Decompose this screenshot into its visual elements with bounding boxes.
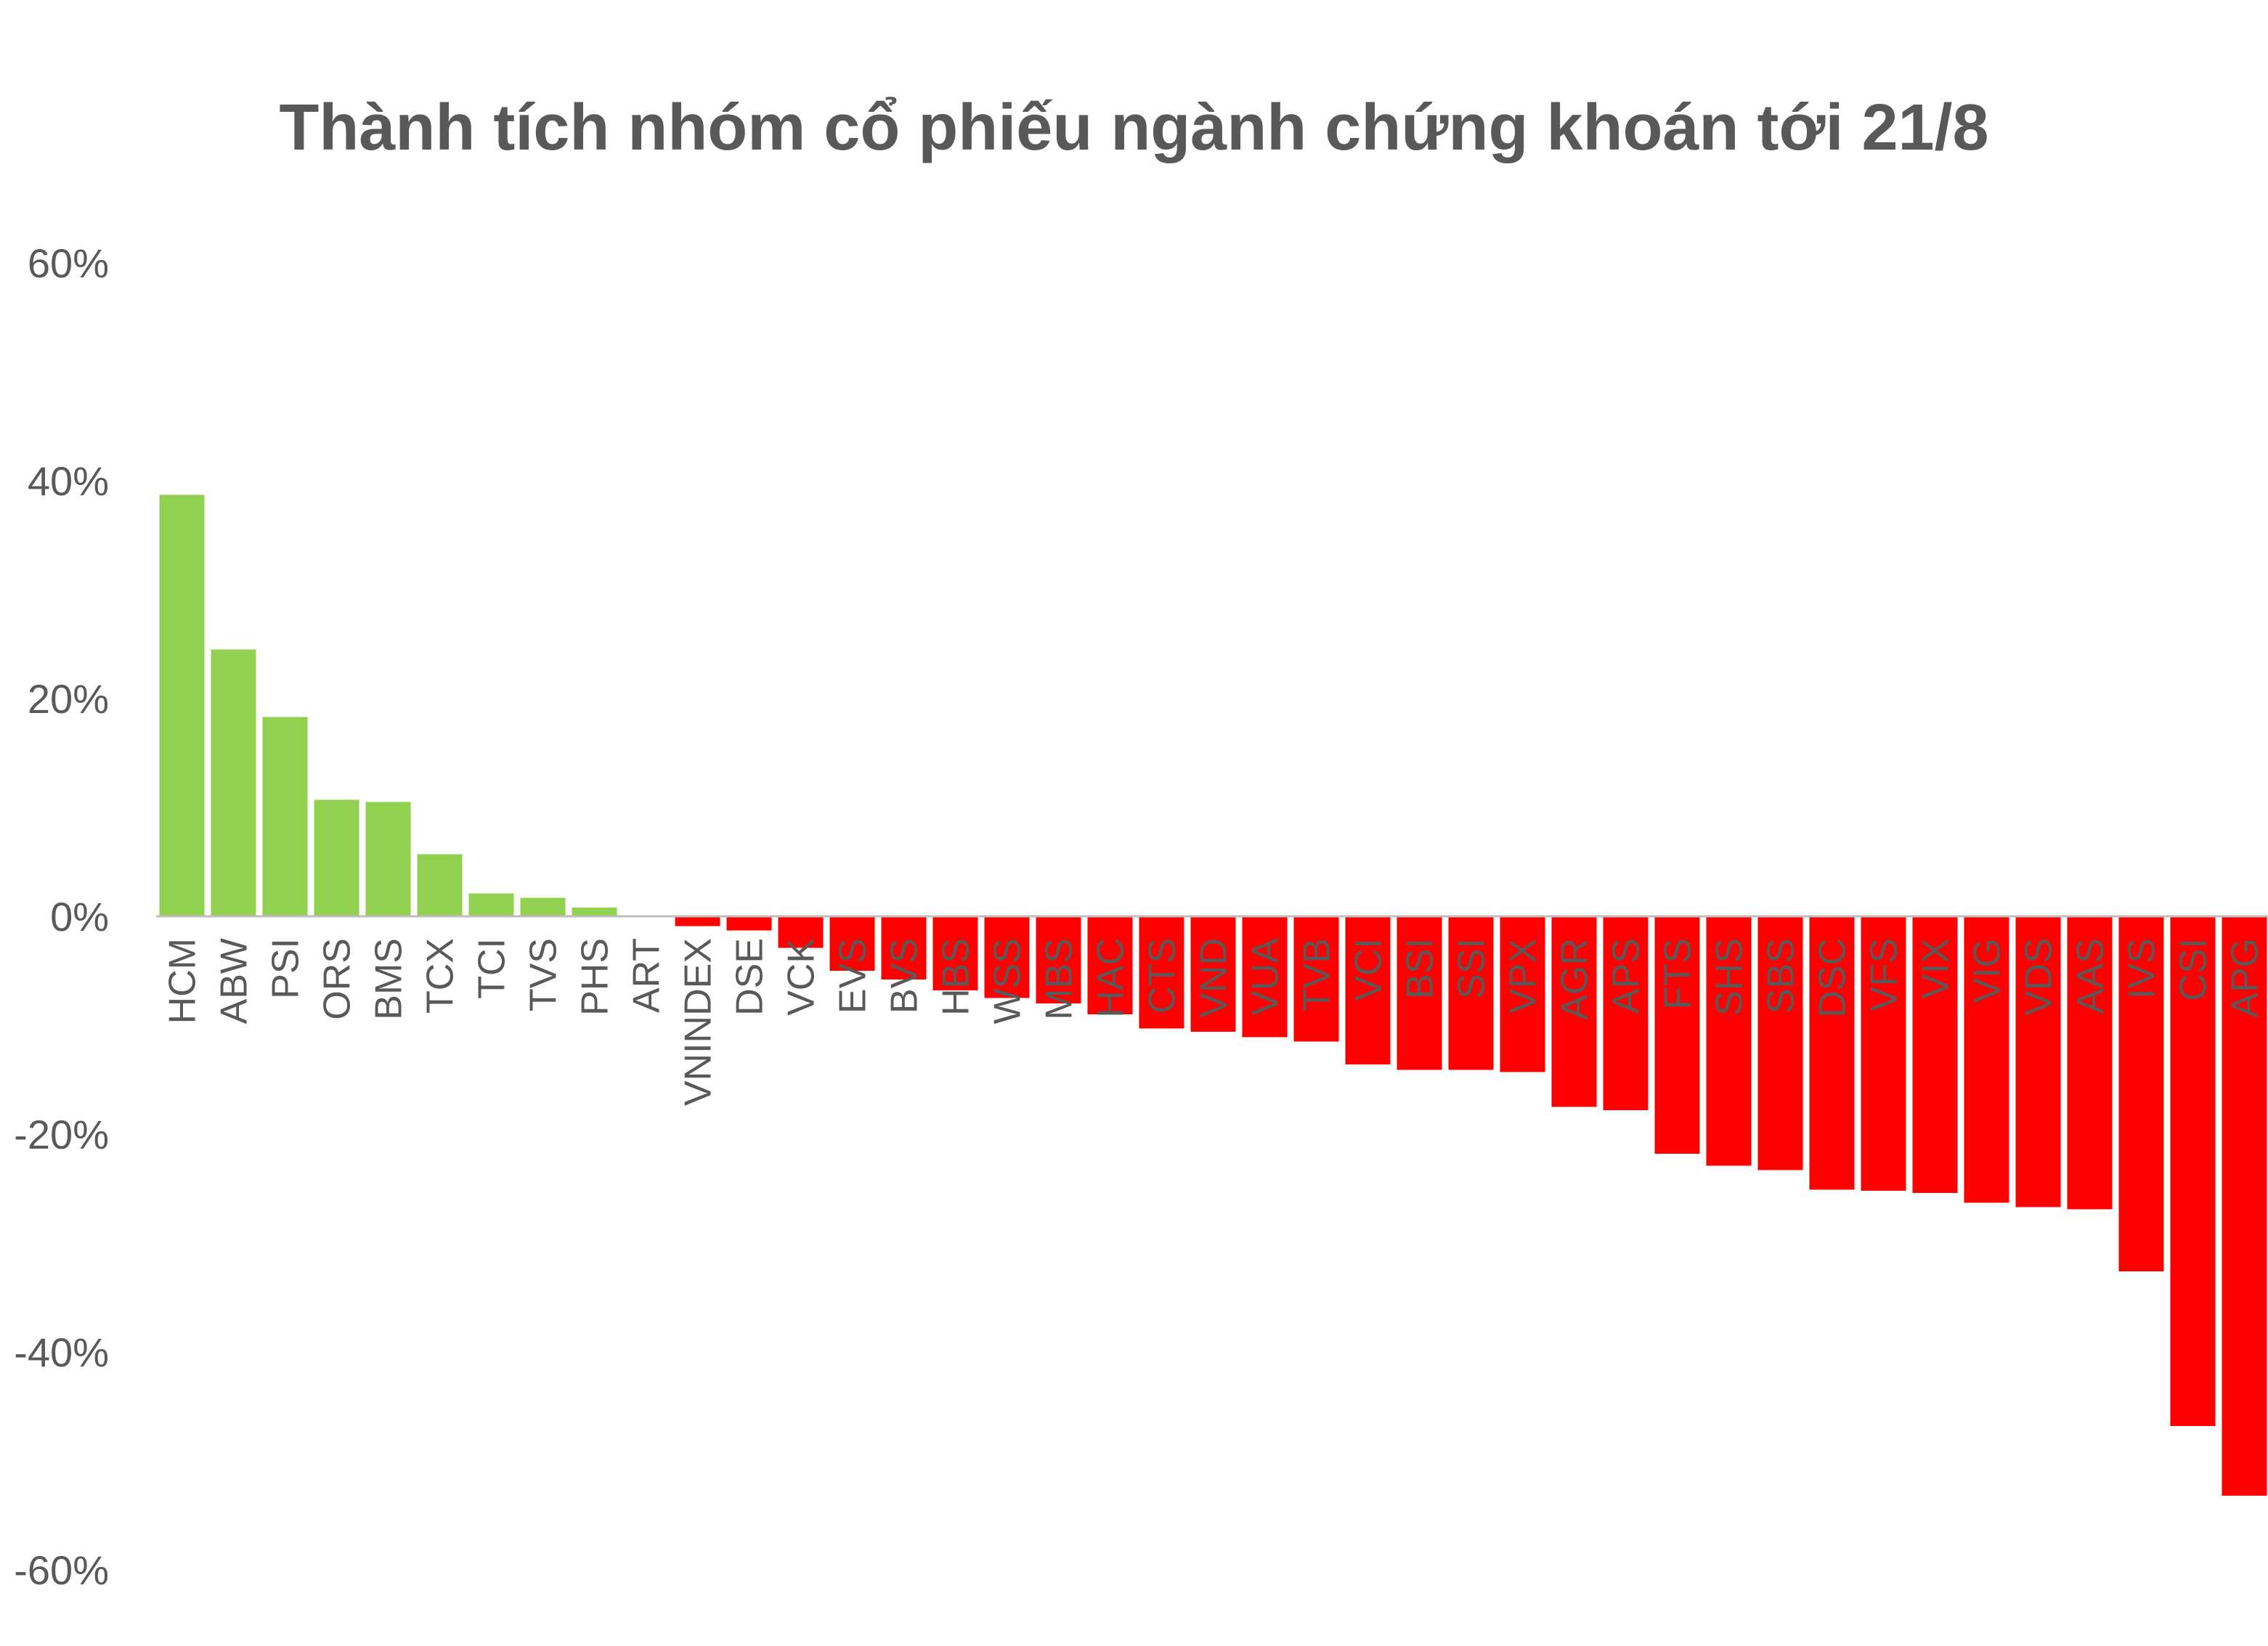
bar-cts <box>1139 916 1184 1029</box>
x-axis-tick-labels: HCM ABW PSI ORS BMS TCX TCI TVS PHS ART VNINDEX DSE… <box>162 938 2267 1106</box>
x-tick-label-hac: HAC <box>1090 938 1132 1018</box>
bars-group <box>159 494 2267 1496</box>
y-tick-label: -40% <box>14 1329 109 1375</box>
bar-bvs <box>881 916 927 979</box>
x-tick-label-cts: CTS <box>1142 938 1184 1014</box>
x-tick-label-phs: PHS <box>574 938 617 1016</box>
y-tick-label: 20% <box>28 676 109 722</box>
bar-psi <box>262 717 308 916</box>
bar-hcm <box>159 494 205 916</box>
bar-vua <box>1242 916 1288 1038</box>
y-tick-label: -20% <box>14 1112 109 1157</box>
x-tick-label-vfs: VFS <box>1863 938 1906 1011</box>
y-tick-label: 0% <box>50 894 109 940</box>
x-tick-label-ivs: IVS <box>2121 938 2163 999</box>
x-tick-label-dsc: DSC <box>1812 938 1854 1018</box>
y-tick-label: -60% <box>14 1547 109 1593</box>
bar-agr <box>1551 916 1597 1107</box>
x-tick-label-agr: AGR <box>1554 938 1596 1020</box>
bar-vnd <box>1190 916 1236 1032</box>
y-axis-tick-labels: 60% 40% 20% 0% -20% -40% -60% <box>14 240 109 1593</box>
x-tick-label-ors: ORS <box>317 938 359 1020</box>
x-tick-label-dse: DSE <box>729 938 771 1016</box>
bar-aps <box>1603 916 1649 1110</box>
bar-vck <box>778 916 824 948</box>
x-tick-label-vnindex: VNINDEX <box>678 938 720 1106</box>
bar-ors <box>314 799 359 916</box>
bar-hac <box>1087 916 1133 1014</box>
x-tick-label-bsi: BSI <box>1399 938 1442 999</box>
x-tick-label-vds: VDS <box>2018 938 2060 1016</box>
bar-sbs <box>1757 916 1803 1170</box>
bar-vci <box>1345 916 1391 1064</box>
x-tick-label-art: ART <box>626 938 668 1013</box>
bar-vds <box>2015 916 2061 1207</box>
x-tick-label-hcm: HCM <box>162 938 204 1024</box>
x-tick-label-psi: PSI <box>265 938 307 999</box>
bar-bsi <box>1397 916 1442 1070</box>
x-tick-label-fts: FTS <box>1657 938 1699 1009</box>
bar-wss <box>984 916 1030 998</box>
x-tick-label-ssi: SSI <box>1451 938 1493 999</box>
y-tick-label: 40% <box>28 458 109 504</box>
bar-shs <box>1706 916 1752 1166</box>
x-tick-label-hbs: HBS <box>935 938 977 1016</box>
x-tick-label-sbs: SBS <box>1760 938 1802 1014</box>
bar-mbs <box>1036 916 1081 1003</box>
bar-tci <box>468 893 514 916</box>
x-tick-label-vua: VUA <box>1245 938 1287 1016</box>
x-tick-label-tci: TCI <box>471 938 513 999</box>
bar-abw <box>211 649 256 916</box>
x-tick-label-apg: APG <box>2224 938 2267 1018</box>
bar-bms <box>365 802 411 916</box>
x-tick-label-evs: EVS <box>832 938 874 1014</box>
bar-vig <box>1964 916 2009 1203</box>
x-tick-label-bvs: BVS <box>884 938 926 1014</box>
y-tick-label: 60% <box>28 240 109 286</box>
x-tick-label-mbs: MBS <box>1039 938 1081 1020</box>
bar-fts <box>1654 916 1700 1154</box>
x-tick-label-tvb: TVB <box>1296 938 1338 1011</box>
bar-evs <box>829 916 875 971</box>
bar-apg <box>2222 916 2267 1496</box>
x-tick-label-shs: SHS <box>1709 938 1751 1016</box>
bar-phs <box>572 908 617 916</box>
x-tick-label-abw: ABW <box>214 938 256 1024</box>
bar-csi <box>2170 916 2216 1426</box>
x-tick-label-vig: VIG <box>1967 938 2009 1003</box>
bar-vnindex <box>675 916 720 926</box>
bar-dse <box>726 916 772 931</box>
x-tick-label-tcx: TCX <box>420 938 462 1014</box>
x-tick-label-vnd: VND <box>1193 938 1235 1018</box>
x-tick-label-vck: VCK <box>781 938 823 1016</box>
bar-tvb <box>1293 916 1339 1042</box>
x-tick-label-tvs: TVS <box>523 938 565 1011</box>
bar-aas <box>2067 916 2113 1210</box>
x-tick-label-vci: VCI <box>1348 938 1390 1001</box>
chart-title: Thành tích nhóm cổ phiếu ngành chứng kho… <box>279 91 1989 164</box>
bar-dsc <box>1809 916 1855 1190</box>
bar-ssi <box>1448 916 1494 1070</box>
bar-tvs <box>520 897 566 916</box>
bar-tcx <box>417 854 463 916</box>
bar-ivs <box>2118 916 2164 1271</box>
x-tick-label-csi: CSI <box>2173 938 2215 1001</box>
x-tick-label-aps: APS <box>1606 938 1648 1014</box>
x-tick-label-wss: WSS <box>987 938 1029 1024</box>
x-tick-label-bms: BMS <box>368 938 410 1020</box>
bar-vix <box>1912 916 1958 1193</box>
bar-hbs <box>932 916 978 990</box>
bar-vfs <box>1861 916 1906 1191</box>
x-tick-label-vpx: VPX <box>1503 938 1545 1014</box>
x-tick-label-aas: AAS <box>2070 938 2112 1014</box>
bar-vpx <box>1500 916 1545 1072</box>
x-tick-label-vix: VIX <box>1915 938 1957 999</box>
